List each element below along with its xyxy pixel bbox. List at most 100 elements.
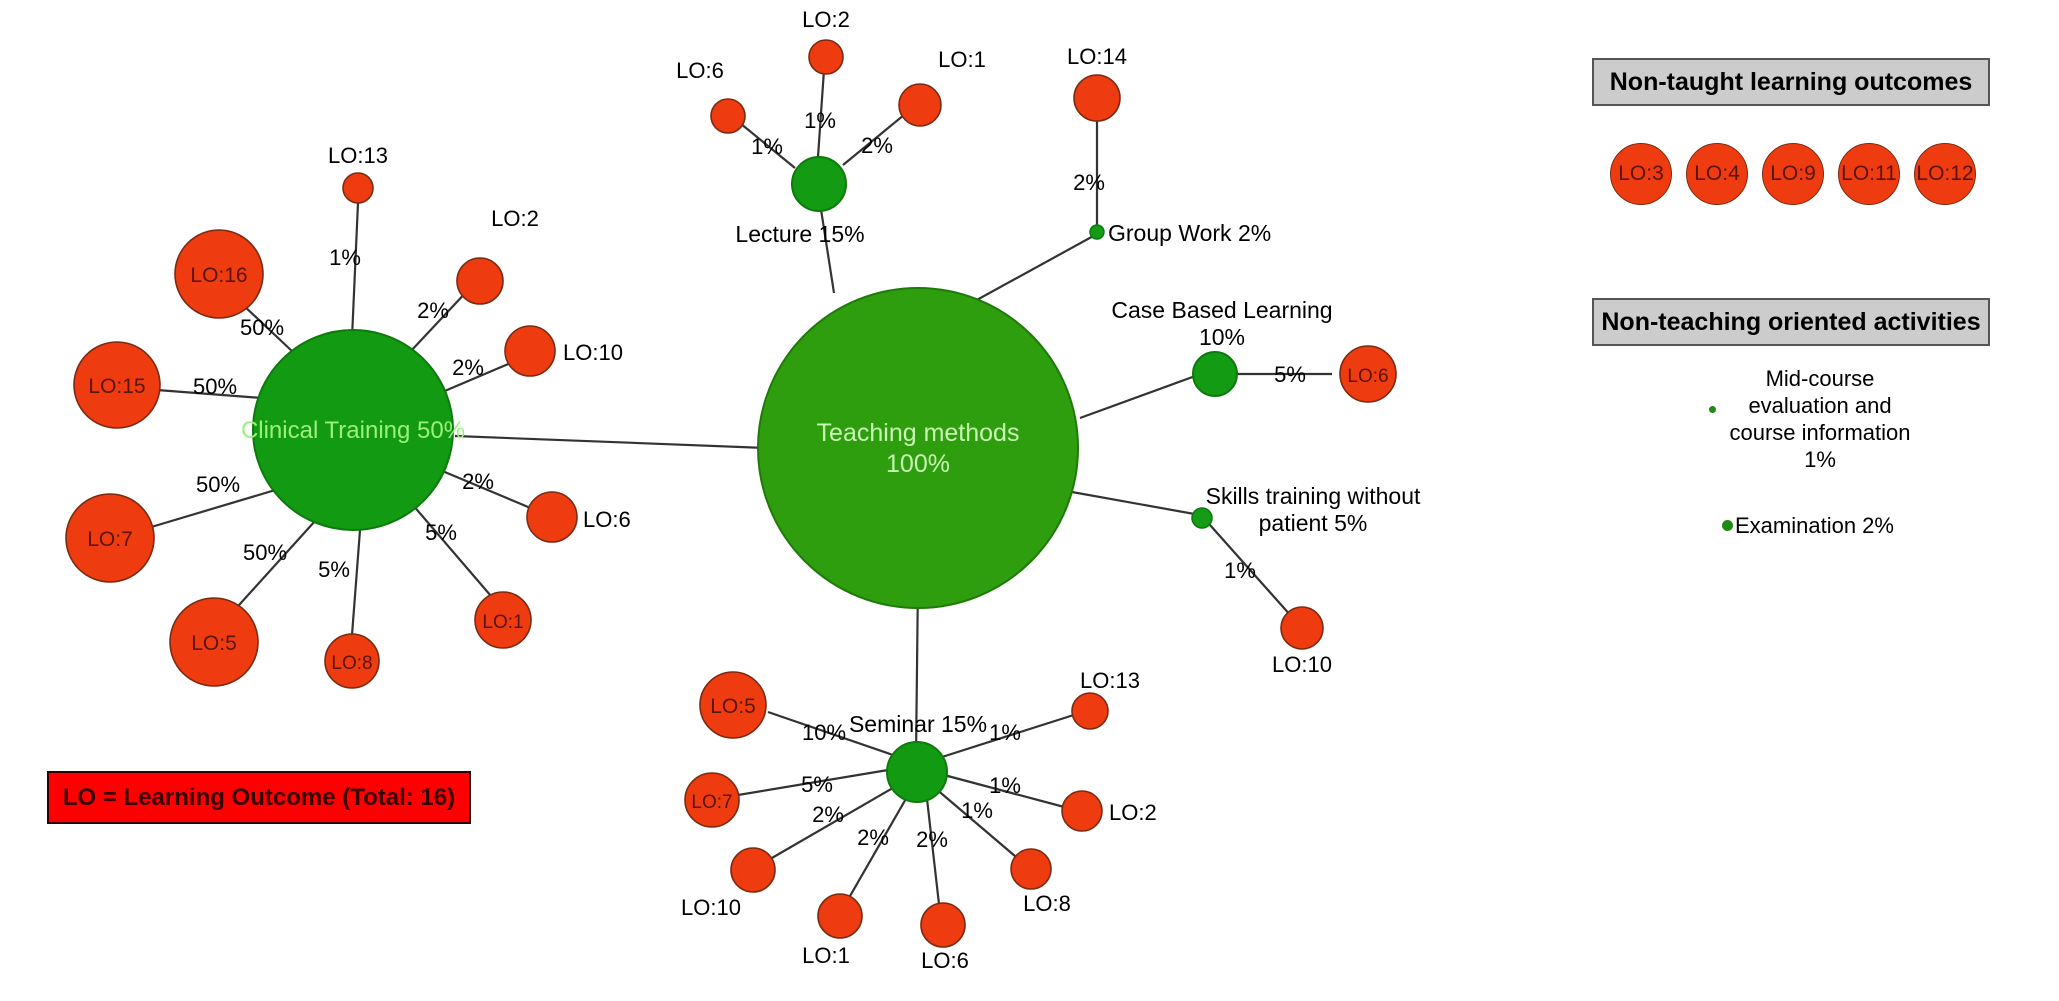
edge-label-cbl-lo6: 5% [1274, 362, 1306, 387]
legend-non-teaching-header: Non-teaching oriented activities [1592, 298, 1990, 346]
edge-sem-lo10 [764, 784, 899, 863]
lo-node-ct-lo15[interactable] [73, 341, 161, 429]
lo-node-ct-lo13[interactable] [342, 172, 374, 204]
lo-node-ct-lo1[interactable] [474, 591, 532, 649]
legend-lo-total-note: LO = Learning Outcome (Total: 16) [47, 771, 471, 824]
lecture-edges [734, 69, 911, 169]
lo-label-st-lo10: LO:10 [1272, 652, 1332, 677]
lo-node-sem-lo5[interactable] [699, 671, 767, 739]
lo-node-st-lo10[interactable] [1280, 606, 1324, 650]
lo-node-sem-lo10[interactable] [730, 847, 776, 893]
edge-label-sem-lo7: 5% [801, 772, 833, 797]
edge-label-ct-lo16: 50% [240, 315, 284, 340]
lo-node-ct-lo2[interactable] [456, 257, 504, 305]
edge-label-sem-lo6: 2% [916, 827, 948, 852]
lo-node-sem-lo2[interactable] [1061, 790, 1103, 832]
method-nodes [252, 156, 1238, 803]
edge-sem-lo1 [845, 789, 912, 904]
edge-ct-lo5 [229, 509, 326, 616]
edge-label-lec-lo2: 1% [804, 108, 836, 133]
edge-sem-lo7 [737, 768, 889, 797]
lo-node-ct-lo7[interactable] [65, 493, 155, 583]
lo-node-sem-lo13[interactable] [1071, 692, 1109, 730]
edge-label-lec-lo6: 1% [751, 134, 783, 159]
lo-label-sem-lo8: LO:8 [1023, 891, 1071, 916]
lo-node-ct-lo16[interactable] [174, 229, 264, 319]
edge-ct-lo2 [409, 287, 471, 353]
lo-label-ct-lo10: LO:10 [563, 340, 623, 365]
label-case-based-l2: 10% [1199, 324, 1245, 350]
edge-label-ct-lo13: 1% [329, 245, 361, 270]
lo-node-sem-lo6[interactable] [920, 902, 966, 948]
lo-inner-ct-lo5: LO:5 [191, 632, 237, 655]
node-teaching-methods[interactable] [757, 287, 1079, 609]
edge-sem-lo2 [943, 773, 1069, 810]
edge-lec-lo2 [816, 69, 826, 158]
node-group-work[interactable] [1089, 224, 1105, 240]
lo-node-sem-lo1[interactable] [817, 893, 863, 939]
edge-label-ct-lo1: 5% [425, 520, 457, 545]
edge-label-ct-lo6: 2% [462, 469, 494, 494]
lo-node-ct-lo6[interactable] [526, 491, 578, 543]
edge-hub-skills [1071, 490, 1201, 517]
lo-node-lec-lo2[interactable] [808, 39, 844, 75]
lo-node-sem-lo7[interactable] [684, 772, 740, 828]
edge-label-ct-lo10: 2% [452, 355, 484, 380]
node-lecture[interactable] [791, 156, 847, 212]
edge-label-sem-lo8: 1% [961, 798, 993, 823]
lo-label-sem-lo1: LO:1 [802, 943, 850, 968]
lo-label-sem-lo10: LO:10 [681, 895, 741, 920]
lo-inner-ct-lo15: LO:15 [88, 375, 145, 398]
lo-node-lec-lo6[interactable] [710, 98, 746, 134]
edge-label-ct-lo7: 50% [196, 472, 240, 497]
lo-node-ct-lo5[interactable] [169, 597, 259, 687]
lo-label-gw-lo14: LO:14 [1067, 44, 1127, 69]
lo-label-ct-lo6: LO:6 [583, 507, 631, 532]
outcome-nodes [65, 39, 1397, 948]
legend-lo-total-text: LO = Learning Outcome (Total: 16) [62, 783, 456, 811]
midcourse-bullet-icon [1709, 406, 1716, 413]
label-lecture: Lecture 15% [735, 221, 864, 247]
edge-lec-lo1 [842, 109, 911, 166]
lo-label-ct-lo13: LO:13 [328, 143, 388, 168]
legend-lo-chip-5[interactable]: LO:12 [1914, 143, 1976, 205]
legend-lo-chip-label: LO:12 [1916, 162, 1974, 185]
node-seminar[interactable] [886, 741, 948, 803]
edge-sem-lo5 [767, 710, 894, 757]
legend-non-taught-header: Non-taught learning outcomes [1592, 58, 1990, 106]
edge-hub-clinical [454, 434, 768, 450]
label-group-work: Group Work 2% [1108, 220, 1271, 246]
lo-label-sem-lo6: LO:6 [921, 948, 969, 973]
legend-lo-chip-2[interactable]: LO:4 [1686, 143, 1748, 205]
lo-node-sem-lo8[interactable] [1010, 848, 1052, 890]
lo-node-cbl-lo6[interactable] [1339, 345, 1397, 403]
lo-label-lec-lo1: LO:1 [938, 47, 986, 72]
lo-node-lec-lo1[interactable] [898, 83, 942, 127]
lo-label-sem-lo13: LO:13 [1080, 668, 1140, 693]
node-clinical-training[interactable] [252, 329, 454, 531]
skills-edges [1209, 524, 1293, 618]
lo-inner-sem-lo5: LO:5 [710, 695, 756, 718]
edge-label-sem-lo10: 2% [812, 802, 844, 827]
node-case-based-learning[interactable] [1192, 351, 1238, 397]
legend-lo-chip-4[interactable]: LO:11 [1838, 143, 1900, 205]
legend-non-teaching-title: Non-teaching oriented activities [1601, 307, 1981, 336]
examination-bullet-icon [1722, 520, 1733, 531]
edge-sem-lo13 [941, 711, 1081, 759]
legend-lo-chip-1[interactable]: LO:3 [1610, 143, 1672, 205]
lo-inner-ct-lo7: LO:7 [87, 528, 133, 551]
method-node-labels: Teaching methods 100% Clinical Training … [241, 220, 1421, 737]
legend-lo-chip-3[interactable]: LO:9 [1762, 143, 1824, 205]
lo-node-ct-lo8[interactable] [324, 633, 380, 689]
edge-label-st-lo10: 1% [1224, 558, 1256, 583]
edge-label-ct-lo8: 5% [318, 557, 350, 582]
node-skills-training[interactable] [1191, 507, 1213, 529]
edge-hub-lecture [818, 202, 836, 294]
lo-label-sem-lo2: LO:2 [1109, 800, 1157, 825]
lo-node-gw-lo14[interactable] [1073, 74, 1121, 122]
lo-node-ct-lo10[interactable] [504, 325, 556, 377]
lo-label-lec-lo6: LO:6 [676, 58, 724, 83]
label-skills-l2: patient 5% [1259, 510, 1368, 536]
edge-ct-lo8 [350, 516, 363, 636]
